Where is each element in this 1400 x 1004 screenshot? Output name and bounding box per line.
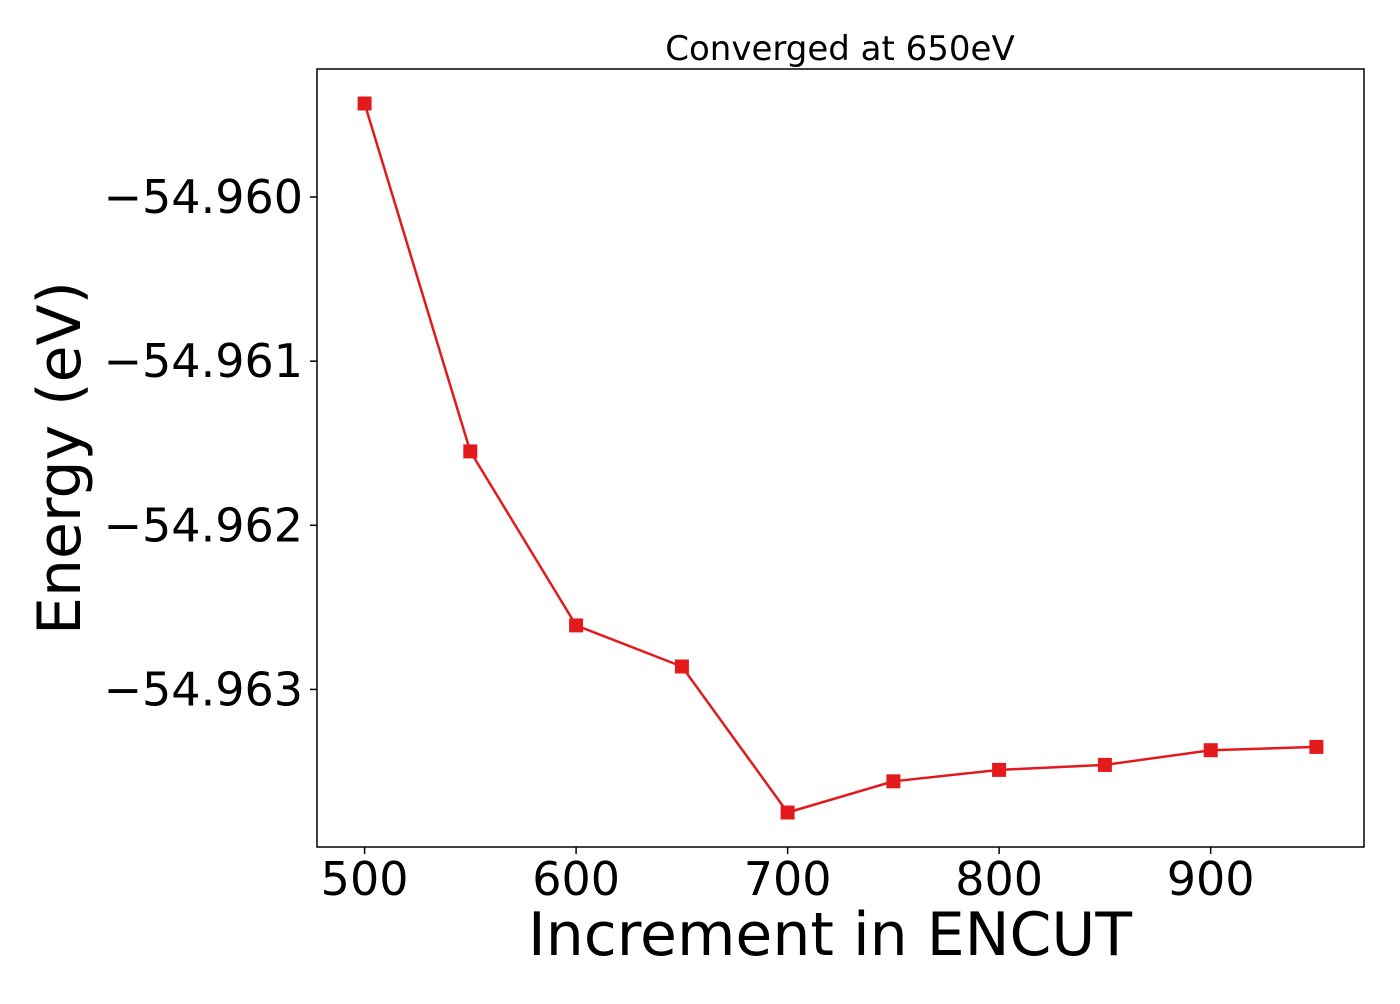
y-tick-label: −54.961 bbox=[104, 334, 304, 388]
data-point-marker bbox=[1203, 743, 1218, 758]
data-point-marker bbox=[780, 805, 795, 820]
data-point-marker bbox=[1097, 757, 1112, 772]
data-point-marker bbox=[569, 618, 584, 633]
x-tick-label: 600 bbox=[532, 852, 620, 906]
x-axis-label: Increment in ENCUT bbox=[528, 900, 1132, 970]
data-point-marker bbox=[357, 96, 372, 111]
x-tick-label: 900 bbox=[1167, 852, 1255, 906]
data-point-marker bbox=[674, 659, 689, 674]
chart-title: Converged at 650eV bbox=[665, 29, 1014, 69]
series-line bbox=[363, 103, 1317, 814]
x-axis-ticks: 500 600 700 800 900 bbox=[321, 847, 1255, 906]
y-tick-label: −54.963 bbox=[104, 662, 304, 716]
x-tick-label: 500 bbox=[321, 852, 409, 906]
plot-area bbox=[357, 96, 1324, 820]
plot-frame bbox=[316, 68, 1365, 848]
x-tick-label: 700 bbox=[744, 852, 832, 906]
y-tick-label: −54.960 bbox=[104, 170, 304, 224]
data-point-marker bbox=[886, 774, 901, 789]
y-axis-label: Energy (eV) bbox=[25, 281, 95, 635]
y-tick-label: −54.962 bbox=[104, 498, 304, 552]
data-point-marker bbox=[1309, 739, 1324, 754]
data-point-marker bbox=[463, 444, 478, 459]
data-point-marker bbox=[992, 762, 1007, 777]
y-axis-ticks: −54.960 −54.961 −54.962 −54.963 bbox=[104, 170, 317, 716]
x-tick-label: 800 bbox=[955, 852, 1043, 906]
